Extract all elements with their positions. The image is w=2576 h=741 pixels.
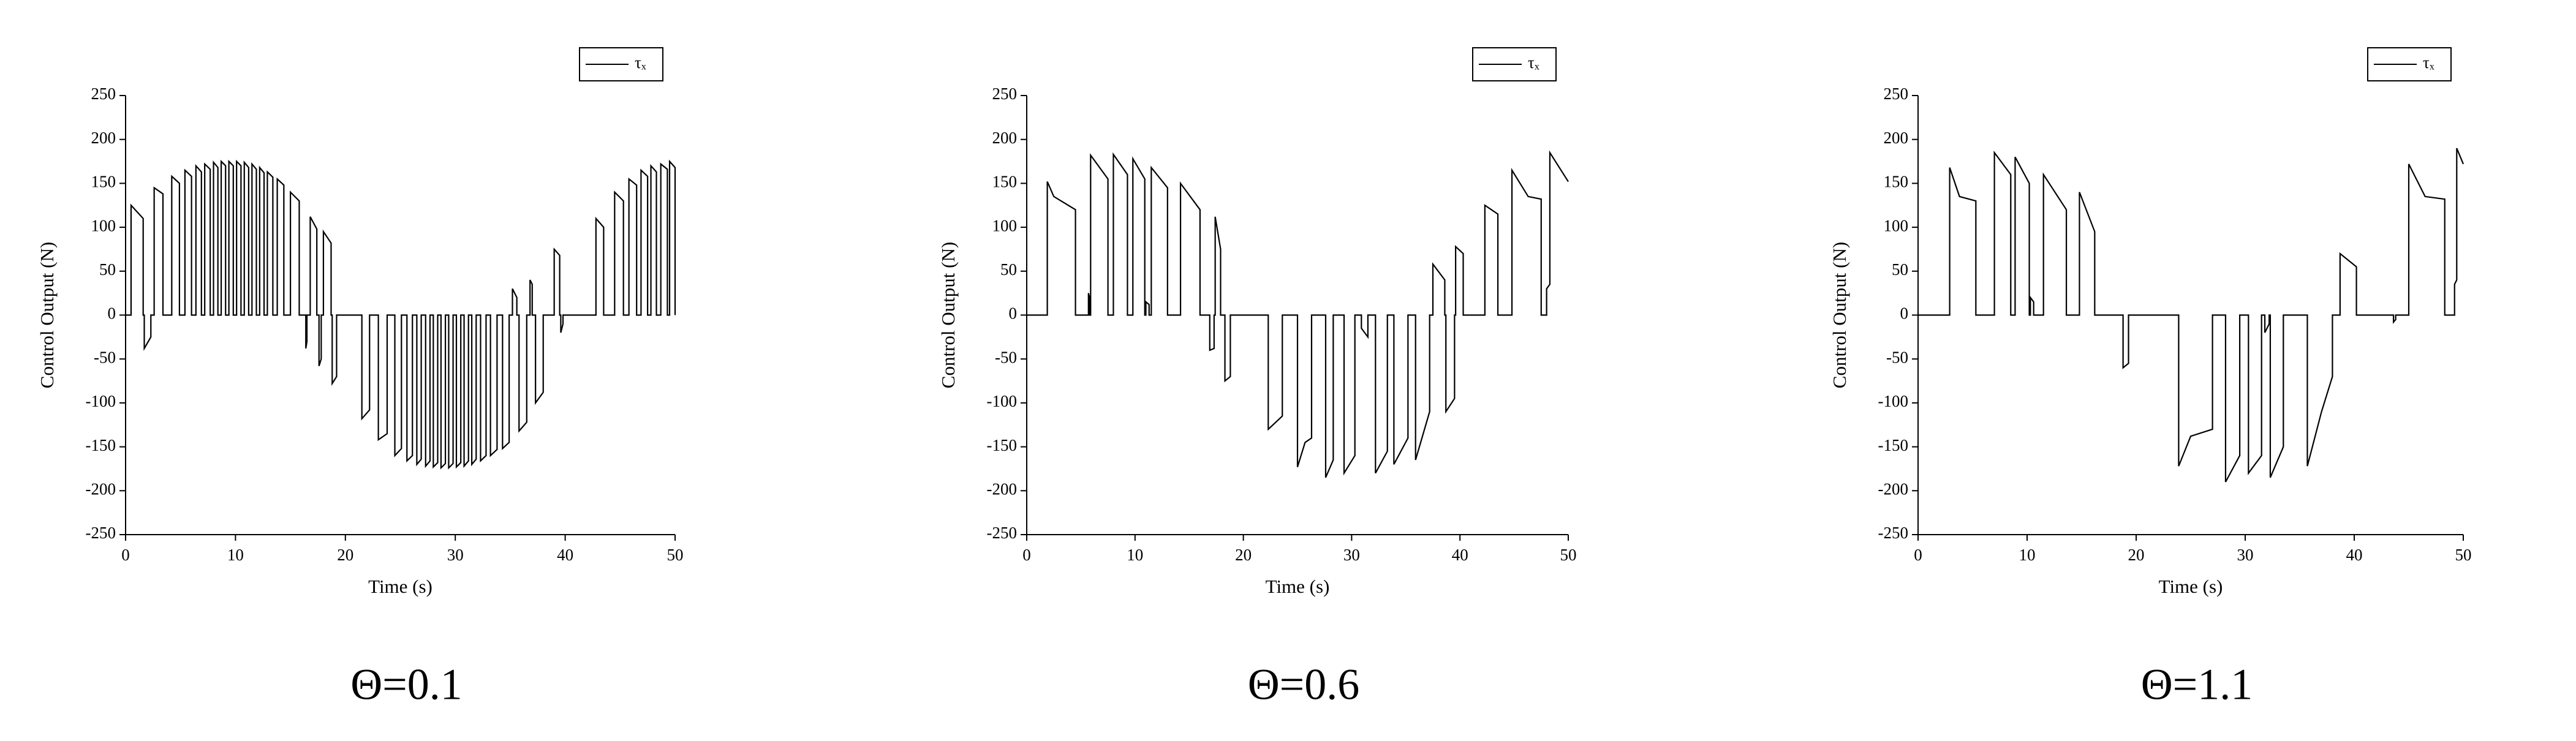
y-tick-label: -50 xyxy=(94,348,116,366)
y-tick-label: -200 xyxy=(1878,480,1909,498)
caption: Θ=0.1 xyxy=(350,660,463,709)
x-tick-label: 0 xyxy=(1022,546,1031,564)
x-tick-label: 40 xyxy=(2346,546,2363,564)
y-tick-label: -50 xyxy=(995,348,1017,366)
legend-label: τₓ xyxy=(2423,53,2434,72)
data-line xyxy=(126,159,676,470)
x-tick-label: 30 xyxy=(2237,546,2254,564)
y-tick-label: 200 xyxy=(1884,129,1909,147)
y-tick-label: 150 xyxy=(992,173,1018,191)
y-tick-label: 50 xyxy=(99,260,116,279)
y-axis-label: Control Output (N) xyxy=(937,242,959,388)
y-tick-label: -200 xyxy=(987,480,1018,498)
y-tick-label: -50 xyxy=(1886,348,1908,366)
y-tick-label: 250 xyxy=(992,85,1018,103)
legend-label: τₓ xyxy=(635,53,646,72)
x-tick-label: 30 xyxy=(1343,546,1360,564)
y-tick-label: 250 xyxy=(91,85,116,103)
x-tick-label: 50 xyxy=(1560,546,1577,564)
x-tick-label: 0 xyxy=(1914,546,1922,564)
x-tick-label: 20 xyxy=(2128,546,2145,564)
y-tick-label: 100 xyxy=(992,216,1018,235)
y-tick-label: -100 xyxy=(987,392,1018,410)
y-tick-label: -200 xyxy=(86,480,116,498)
x-tick-label: 50 xyxy=(2455,546,2472,564)
y-tick-label: 0 xyxy=(108,304,116,323)
y-tick-label: -100 xyxy=(86,392,116,410)
y-tick-label: -150 xyxy=(86,436,116,454)
y-tick-label: 0 xyxy=(1900,304,1909,323)
x-tick-label: 10 xyxy=(1127,546,1143,564)
legend-label: τₓ xyxy=(1528,53,1539,72)
y-tick-label: 200 xyxy=(992,129,1018,147)
data-line xyxy=(1027,150,1569,478)
x-axis-label: Time (s) xyxy=(1266,576,1330,597)
x-tick-label: 20 xyxy=(1235,546,1252,564)
y-tick-label: 50 xyxy=(1000,260,1017,279)
y-tick-label: 200 xyxy=(91,129,116,147)
y-tick-label: 50 xyxy=(1892,260,1908,279)
data-line xyxy=(1918,148,2465,483)
y-tick-label: 0 xyxy=(1009,304,1018,323)
y-tick-label: 250 xyxy=(1884,85,1909,103)
y-tick-label: -250 xyxy=(987,524,1018,542)
x-tick-label: 40 xyxy=(1452,546,1468,564)
x-tick-label: 10 xyxy=(227,546,244,564)
y-tick-label: -100 xyxy=(1878,392,1909,410)
x-tick-label: 30 xyxy=(447,546,464,564)
y-tick-label: -250 xyxy=(1878,524,1909,542)
y-axis-label: Control Output (N) xyxy=(36,242,58,388)
caption: Θ=1.1 xyxy=(2141,660,2253,709)
x-tick-label: 40 xyxy=(557,546,573,564)
y-axis-label: Control Output (N) xyxy=(1829,242,1850,388)
y-tick-label: 100 xyxy=(1884,216,1909,235)
caption: Θ=0.6 xyxy=(1248,660,1360,709)
x-tick-label: 10 xyxy=(2019,546,2036,564)
x-tick-label: 20 xyxy=(337,546,353,564)
x-axis-label: Time (s) xyxy=(2159,576,2223,597)
x-tick-label: 50 xyxy=(667,546,684,564)
y-tick-label: 100 xyxy=(91,216,116,235)
x-tick-label: 0 xyxy=(121,546,130,564)
y-tick-label: 150 xyxy=(91,173,116,191)
x-axis-label: Time (s) xyxy=(368,576,432,597)
y-tick-label: -150 xyxy=(1878,436,1909,454)
y-tick-label: 150 xyxy=(1884,173,1909,191)
y-tick-label: -150 xyxy=(987,436,1018,454)
y-tick-label: -250 xyxy=(86,524,116,542)
